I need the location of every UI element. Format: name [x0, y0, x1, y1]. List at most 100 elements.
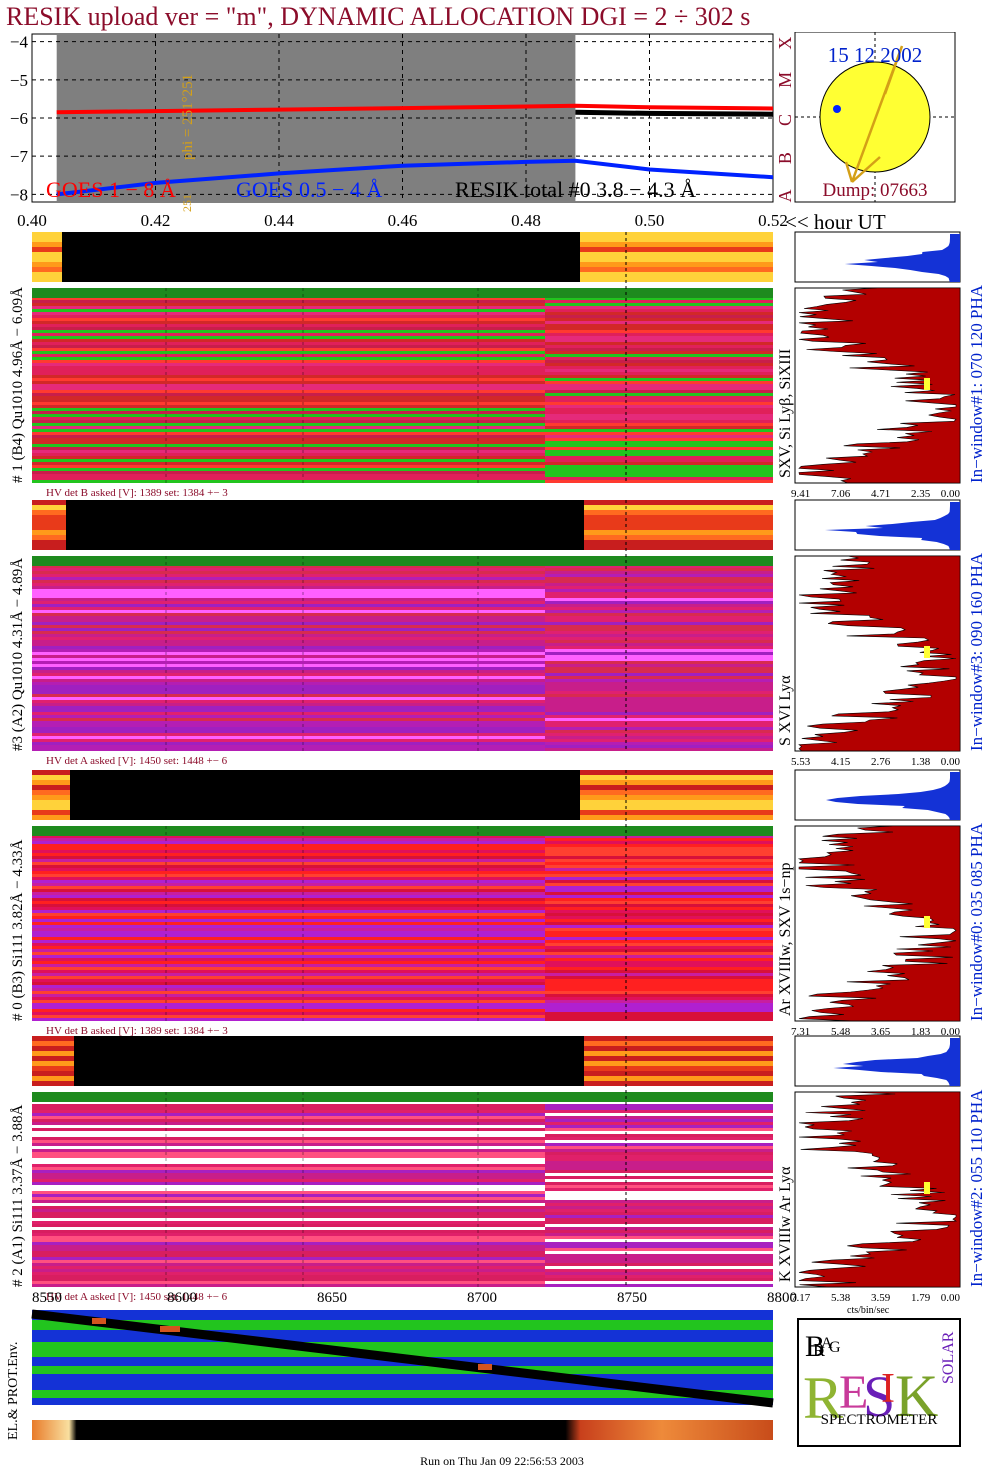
- solar-axis-arrow: [844, 45, 904, 183]
- channel-axis-label: 8600: [167, 1290, 197, 1306]
- logo-letter-i: I: [881, 1366, 895, 1412]
- spectrum-tick-label: 5.48: [831, 1026, 851, 1038]
- pha-histogram: [826, 772, 960, 820]
- detector-side-spectrum: 9.41 7.06 4.71 2.35 0.00: [791, 231, 961, 500]
- spectrum-tick-label: 0.00: [941, 1292, 961, 1304]
- spectral-lines-label: S XVI Lyα: [777, 675, 794, 746]
- spectral-lines-label: K XVIIIw Ar Lyα: [777, 1166, 794, 1282]
- series-line-0: [56, 103, 774, 115]
- env-band-4: [32, 1390, 773, 1398]
- env-marker-2: [160, 1326, 180, 1332]
- detector-label: # 2 (A1) Si111 3.37Å − 3.88Å: [10, 1104, 26, 1287]
- goes-class-label: M: [775, 72, 795, 88]
- logo-letter-e: E: [839, 1366, 868, 1419]
- pha-window-label: In−window#0: 035 085 PHA: [967, 822, 986, 1021]
- spectrum-tick-label: 0.00: [941, 1026, 961, 1038]
- logo-footer-strip: [801, 1428, 957, 1442]
- x-tick-label: 0.50: [635, 211, 665, 230]
- spectrum-tick-label: 9.41: [791, 488, 810, 500]
- spectrum-marker: [924, 646, 930, 658]
- detector-side-spectrum: 7.31 5.48 3.65 1.83 0.00: [791, 769, 961, 1038]
- env-color-bar: [32, 1420, 773, 1440]
- env-trace: [31, 1309, 774, 1408]
- detector-side-spectrum: 7.17 5.38 3.59 1.79 0.00 cts/bin/sec: [791, 1035, 961, 1316]
- detector-top-strip: [32, 1036, 773, 1086]
- spectrum-tick-label: 7.31: [791, 1026, 810, 1038]
- spectrum-marker: [924, 378, 930, 390]
- logo-letter-b: B: [805, 1330, 825, 1363]
- detector-spectrogram: [32, 232, 773, 483]
- x-tick-label: 0.52: [758, 211, 788, 230]
- channel-axis-label: 8700: [467, 1290, 497, 1306]
- spectrum-tick-label: 4.15: [831, 756, 851, 768]
- legend-entry-1: GOES 0.5 − 4 Å: [236, 177, 382, 202]
- detector-label: #3 (A2) Qu1010 4.31Å − 4.89Å: [10, 558, 26, 751]
- legend-entry-2: RESIK total #0 3.8 − 4.3 Å: [455, 177, 696, 202]
- y-tick-label: −7: [10, 147, 29, 166]
- logo-caption: SPECTROMETER: [821, 1412, 938, 1428]
- x-tick-label: 0.48: [511, 211, 541, 230]
- phi-bottom-label: 251: [180, 194, 194, 212]
- spectrum-tick-label: 7.06: [831, 488, 851, 500]
- hv-label: HV det B asked [V]: 1389 set: 1384 +− 3: [46, 1025, 228, 1037]
- detector-spectrogram: [32, 770, 773, 1021]
- spectrum-tick-label: 2.35: [911, 488, 931, 500]
- y-tick-label: −8: [10, 185, 28, 204]
- detector-side-spectrum: 5.53 4.15 2.76 1.38 0.00: [791, 499, 961, 768]
- x-tick-label: 0.42: [141, 211, 171, 230]
- legend-entry-0: GOES 1 − 8 Å: [46, 177, 176, 202]
- spectrum-tick-label: 3.59: [871, 1292, 891, 1304]
- channel-axis-label: 8750: [617, 1290, 647, 1306]
- series-line-1: [56, 158, 774, 197]
- detector-panels: HV det B asked [V]: 1389 set: 1384 +− 3 #…: [10, 231, 986, 1316]
- env-band-1: [32, 1320, 773, 1330]
- environment-strip: [31, 1309, 774, 1440]
- spectrum-profile: [798, 1091, 961, 1288]
- detector-label: # 0 (B3) Si111 3.82Å − 4.33Å: [10, 839, 26, 1021]
- spectrum-tick-label: 1.83: [911, 1026, 931, 1038]
- spectral-lines-label: Ar XVIIIw, SXV 1s−np: [777, 863, 794, 1016]
- sun-date: 15 12 2002: [828, 43, 923, 67]
- spectrum-tick-label: 1.79: [911, 1292, 931, 1304]
- spectrum-tick-label: 4.71: [871, 488, 890, 500]
- goes-class-label: X: [775, 37, 795, 50]
- x-tick-label: 0.46: [388, 211, 418, 230]
- detector-spectrogram: [32, 1036, 773, 1287]
- env-marker-3: [478, 1364, 492, 1370]
- pha-window-label: In−window#1: 070 120 PHA: [967, 284, 986, 483]
- detector-label: # 1 (B4) Qu1010 4.96Å − 6.09Å: [10, 287, 26, 483]
- goes-lightcurve-chart: 0.40 0.42 0.44 0.46 0.48 0.50 0.52 −4 −5 −6 −7 −8 GO…: [10, 33, 795, 230]
- logo-letter-r: R: [813, 1340, 825, 1360]
- env-marker-1: [92, 1318, 106, 1324]
- detector-top-strip: [32, 232, 773, 282]
- spectrum-tick-label: 2.76: [871, 756, 891, 768]
- y-tick-label: −6: [10, 109, 28, 128]
- hour-ut-label: << hour UT: [785, 210, 886, 234]
- x-tick-label: 0.40: [17, 211, 47, 230]
- y-tick-label: −5: [10, 71, 28, 90]
- detector-top-strip: [32, 770, 773, 820]
- phi-label: phi = 251°251: [180, 73, 196, 160]
- spectrum-tick-label: 3.65: [871, 1026, 891, 1038]
- logo-letter-g: G: [829, 1339, 841, 1356]
- channel-axis-label: 8650: [317, 1290, 347, 1306]
- pha-histogram: [833, 1038, 960, 1086]
- flare-position-marker: [833, 105, 841, 113]
- env-label: EL.& PROT.Env.: [6, 1341, 21, 1440]
- y-tick-label: −4: [10, 33, 29, 52]
- hv-label: HV det A asked [V]: 1450 set: 1448 +− 6: [46, 755, 228, 767]
- goes-class-label: C: [775, 114, 795, 126]
- resik-logo: B R A G R E S I K SOLAR SPECTROMETER: [797, 1318, 961, 1447]
- channel-axis-label: 8550: [32, 1290, 62, 1306]
- spectral-lines-label: SXV, Si Lyβ, SiXIII: [777, 349, 794, 478]
- goes-class-label: A: [775, 189, 795, 202]
- detector-top-strip: [32, 500, 773, 550]
- logo-letters: B R A G R E S I K SOLAR SPECTROMETER: [801, 1330, 957, 1442]
- x-tick-label: 0.44: [264, 211, 294, 230]
- goes-class-label: B: [775, 152, 795, 164]
- dump-label: Dump: 07663: [822, 180, 927, 201]
- env-band-2: [32, 1342, 773, 1357]
- spectrum-marker: [924, 916, 930, 928]
- run-timestamp: Run on Thu Jan 09 22:56:53 2003: [420, 1454, 584, 1468]
- channel-axis-label: 8800: [767, 1290, 797, 1306]
